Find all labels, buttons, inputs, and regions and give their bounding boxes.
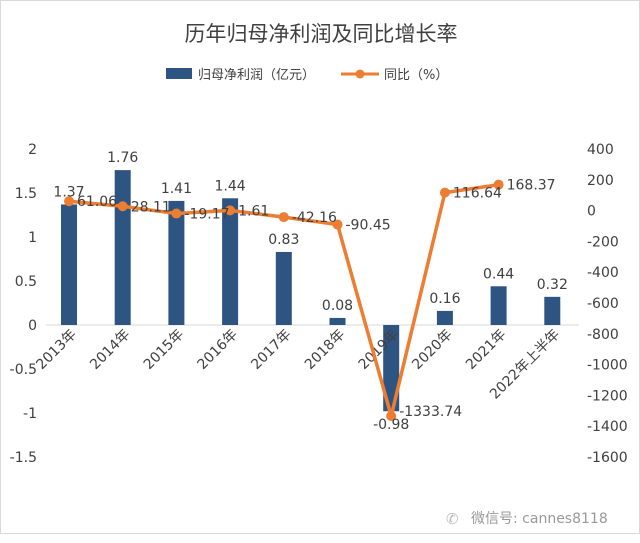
left-axis-tick: 0 [28,318,37,334]
legend-line-label: 同比（%） [384,68,448,83]
category-label: 2021年 [463,327,509,373]
bar-2014年 [114,170,131,325]
bar-2021年 [490,286,507,325]
right-axis-tick: -400 [587,265,619,281]
line-data-label: 1.61 [238,203,269,219]
legend: 归母净利润（亿元） 同比（%） [166,68,448,83]
line-data-label: -1333.74 [399,404,462,420]
left-axis-tick: 1.5 [15,186,37,202]
bar-data-label: 1.37 [53,184,84,200]
category-label: 2018年 [302,327,348,373]
category-label: 2016年 [195,327,241,373]
left-axis-tick: 1 [28,230,37,246]
yoy-point-2019年 [386,410,397,421]
bar-2013年 [61,204,77,325]
yoy-point-2015年 [171,208,182,219]
bar-2022年上半年 [544,296,561,325]
right-axis-tick: -1200 [587,388,628,404]
bar-2015年 [168,200,185,325]
bar-data-label: 1.44 [215,178,246,194]
right-axis-tick: -1400 [587,419,628,435]
bar-data-label: 0.16 [429,291,460,307]
category-label: 2014年 [87,327,133,373]
bar-2016年 [222,198,239,325]
left-axis-tick: 2 [28,142,37,158]
yoy-point-2021年 [493,179,504,190]
left-axis-tick: -1.5 [10,450,37,466]
bar-data-label: 0.08 [322,298,353,314]
wechat-icon: ✆ [446,510,459,528]
left-axis-tick: -0.5 [10,362,37,378]
bar-data-label: 0.83 [268,232,299,248]
legend-line-marker [355,69,365,79]
bar-data-label: 1.76 [107,150,138,166]
left-axis-tick: 0.5 [15,274,37,290]
yoy-point-2014年 [117,201,128,212]
bar-data-label: -0.98 [373,417,409,433]
yoy-point-2013年 [64,196,74,207]
bar-data-label: 0.32 [537,277,568,293]
chart-title: 历年归母净利润及同比增长率 [185,22,458,46]
watermark: ✆ 微信号: cannes8118 [446,510,608,528]
category-label: 2020年 [409,327,455,373]
bar-data-label: 0.44 [483,266,514,282]
yoy-point-2020年 [439,187,450,198]
bar-2020年 [436,310,453,325]
bar-2017年 [275,251,292,325]
right-axis-tick: -1000 [587,358,628,374]
right-axis-tick: 200 [587,173,614,189]
legend-bar-label: 归母净利润（亿元） [198,68,315,83]
bar-data-label: 1.41 [161,181,192,197]
bar-2019年 [383,325,400,412]
yoy-point-2017年 [278,212,289,223]
line-data-label: 61.06 [77,194,117,210]
bar-2018年 [329,317,346,325]
line-data-label: -90.45 [346,218,391,234]
line-data-label: 168.37 [507,178,556,194]
right-axis-tick: -200 [587,234,619,250]
line-data-label: -19.17 [184,207,229,223]
legend-bar-swatch [166,68,192,79]
left-axis-tick: -1 [23,406,37,422]
category-label: 2015年 [141,327,187,373]
yoy-point-2016年 [225,205,236,216]
watermark-text: 微信号: cannes8118 [471,511,608,527]
yoy-point-2018年 [332,219,343,230]
category-label: 2017年 [248,327,294,373]
line-data-label: 28.11 [131,199,171,215]
category-label: 2013年 [33,327,79,373]
line-data-label: -42.16 [292,210,337,226]
right-axis-tick: -1600 [587,450,628,466]
line-data-label: 116.64 [453,186,502,202]
right-axis-tick: 400 [587,142,614,158]
right-axis-tick: -800 [587,327,619,343]
combo-chart: 历年归母净利润及同比增长率 归母净利润（亿元） 同比（%） 2 1.5 1 0.5 0 -… [10,22,628,528]
right-axis-tick: 0 [587,204,596,220]
right-axis-tick: -600 [587,296,619,312]
